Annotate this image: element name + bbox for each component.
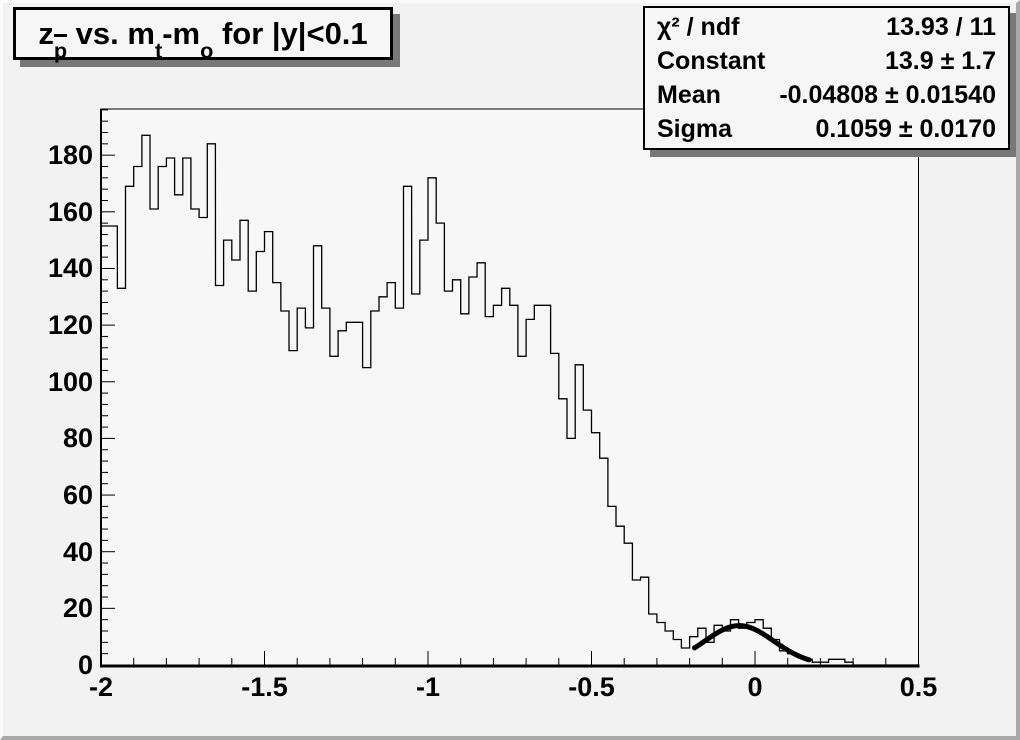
y-tick-label: 40 — [62, 536, 93, 567]
y-tick-label: 80 — [62, 423, 93, 454]
y-tick-label: 20 — [62, 593, 93, 624]
y-tick-label: 180 — [47, 140, 93, 171]
plot-frame — [100, 108, 919, 666]
stats-row-sigma: Sigma 0.1059 ± 0.0170 — [645, 113, 1008, 146]
x-tick-label: -0.5 — [568, 672, 615, 702]
plot-title: zp vs. mt-mo for |y|<0.1 — [38, 15, 368, 64]
x-tick-label: 0.5 — [899, 672, 938, 702]
x-tick-label: -1 — [415, 672, 440, 702]
stats-label: Sigma — [657, 114, 733, 143]
y-tick-label: 120 — [47, 310, 93, 341]
stats-box: χ² / ndf 13.93 / 11 Constant 13.9 ± 1.7 … — [643, 6, 1010, 150]
stats-row-mean: Mean -0.04808 ± 0.01540 — [645, 79, 1008, 112]
stats-label: χ² / ndf — [657, 12, 740, 41]
histogram-series — [100, 134, 919, 666]
x-tick-label: 0 — [747, 672, 763, 702]
y-tick-label: 160 — [47, 196, 93, 227]
stats-row-constant: Constant 13.9 ± 1.7 — [645, 45, 1008, 78]
x-tick-label: -1.5 — [241, 672, 288, 702]
stats-label: Constant — [657, 46, 766, 75]
stats-label: Mean — [657, 80, 721, 109]
gaussian-fit-curve — [692, 623, 812, 663]
y-tick-label: 140 — [47, 253, 93, 284]
stats-row-chi2: χ² / ndf 13.93 / 11 — [645, 11, 1008, 44]
y-tick-label: 100 — [47, 366, 93, 397]
stats-value: 13.93 / 11 — [886, 12, 996, 41]
stats-value: 13.9 ± 1.7 — [884, 46, 996, 75]
title-box: zp vs. mt-mo for |y|<0.1 — [13, 7, 393, 64]
stats-value: -0.04808 ± 0.01540 — [779, 80, 996, 109]
y-tick-label: 0 — [77, 650, 93, 680]
x-tick-label: -2 — [88, 672, 113, 702]
y-tick-label: 60 — [62, 480, 93, 511]
stats-value: 0.1059 ± 0.0170 — [815, 114, 996, 143]
